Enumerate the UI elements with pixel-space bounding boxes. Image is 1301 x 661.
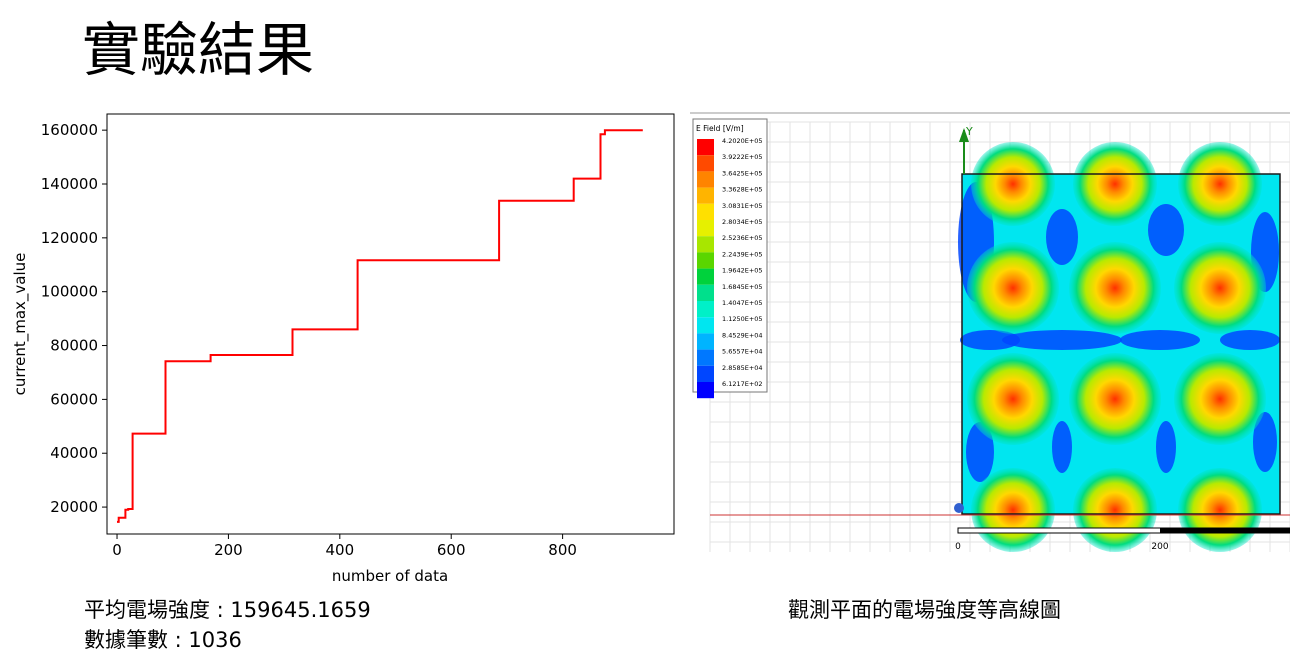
legend-swatch <box>697 284 714 301</box>
legend-value: 3.3628E+05 <box>722 186 763 194</box>
legend-swatch <box>697 203 714 220</box>
legend-value: 2.2439E+05 <box>722 250 763 258</box>
legend-value: 4.2020E+05 <box>722 137 763 145</box>
low-field-region <box>1148 204 1184 256</box>
high-field-region <box>1178 142 1262 226</box>
x-tick-label: 0 <box>112 541 122 559</box>
legend-value: 5.6557E+04 <box>722 348 763 356</box>
legend-swatch <box>697 236 714 253</box>
legend-value: 2.5236E+05 <box>722 234 763 242</box>
legend-swatch <box>697 349 714 366</box>
legend-value: 2.8585E+04 <box>722 364 763 372</box>
y-tick-label: 100000 <box>41 283 98 301</box>
high-field-region <box>967 353 1059 445</box>
low-field-region <box>1002 330 1122 350</box>
high-field-region <box>1069 242 1161 334</box>
legend-value: 1.9642E+05 <box>722 267 763 275</box>
high-field-region <box>1174 353 1266 445</box>
y-tick-label: 160000 <box>41 121 98 139</box>
high-field-region <box>1073 142 1157 226</box>
high-field-region <box>1073 468 1157 552</box>
low-field-region <box>1046 209 1078 265</box>
legend-value: 8.4529E+04 <box>722 331 763 339</box>
legend-swatch <box>697 187 714 204</box>
y-axis-label: Y <box>965 125 973 138</box>
origin-marker <box>954 503 964 513</box>
legend-swatch <box>697 220 714 237</box>
low-field-region <box>966 422 994 482</box>
legend-swatch <box>697 268 714 285</box>
high-field-region <box>971 468 1055 552</box>
scale-bar <box>957 527 1290 534</box>
slide-title: 實驗結果 <box>82 16 315 84</box>
y-tick-label: 80000 <box>50 337 98 355</box>
legend-value: 1.1250E+05 <box>722 315 763 323</box>
legend-swatch <box>697 252 714 269</box>
x-tick-label: 200 <box>214 541 243 559</box>
legend-swatch <box>697 317 714 334</box>
legend-value: 6.1217E+02 <box>722 380 763 388</box>
scale-label-0: 0 <box>955 542 961 552</box>
legend-value: 1.6845E+05 <box>722 283 763 291</box>
y-tick-label: 40000 <box>50 444 98 462</box>
legend-value: 1.4047E+05 <box>722 299 763 307</box>
low-field-region <box>1052 421 1072 473</box>
low-field-region <box>960 330 1020 350</box>
y-tick-label: 140000 <box>41 175 98 193</box>
legend-swatch <box>697 155 714 172</box>
low-field-region <box>1156 421 1176 473</box>
legend-swatch <box>697 333 714 350</box>
low-field-region <box>1120 330 1200 350</box>
low-field-region <box>1220 330 1280 350</box>
high-field-region <box>1174 242 1266 334</box>
legend-value: 3.6425E+05 <box>722 169 763 177</box>
high-field-region <box>967 242 1059 334</box>
y-axis-label: current_max_value <box>11 253 30 396</box>
series-line <box>117 129 643 523</box>
x-tick-label: 400 <box>325 541 354 559</box>
legend-swatch <box>697 382 714 399</box>
x-axis-label: number of data <box>332 567 448 585</box>
line-chart: 0 200 400 600 800 20000 40000 60000 80000 100000 1… <box>11 113 675 585</box>
legend-value: 3.0831E+05 <box>722 202 763 210</box>
plot-frame <box>106 113 675 535</box>
high-field-region <box>1069 353 1161 445</box>
legend-swatch <box>697 139 714 156</box>
y-tick-label: 120000 <box>41 229 98 247</box>
low-field-region <box>1253 412 1277 472</box>
high-field-region <box>1178 468 1262 552</box>
legend-swatch <box>697 171 714 188</box>
data-count-text: 數據筆數 : 1036 <box>84 628 242 652</box>
legend-swatch <box>697 365 714 382</box>
y-tick-label: 20000 <box>50 498 98 516</box>
x-tick-label: 800 <box>548 541 577 559</box>
scale-label-200: 200 <box>1151 542 1168 552</box>
y-tick-label: 60000 <box>50 390 98 408</box>
legend-value: 3.9222E+05 <box>722 153 763 161</box>
legend-value: 2.8034E+05 <box>722 218 763 226</box>
field-legend: E Field [V/m] 4.2020E+05 3.9222E+05 3.6425… <box>692 118 768 399</box>
legend-swatch <box>697 301 714 318</box>
legend-title: E Field [V/m] <box>696 124 744 133</box>
x-tick-label: 600 <box>437 541 466 559</box>
field-contour-plot: Y 0 200 E Field [V/m] 4.2020E+05 3.9222E+… <box>690 112 1290 558</box>
high-field-region <box>971 142 1055 226</box>
contour-caption: 觀測平面的電場強度等高線圖 <box>788 598 1061 622</box>
average-field-text: 平均電場強度 : 159645.1659 <box>84 598 371 622</box>
